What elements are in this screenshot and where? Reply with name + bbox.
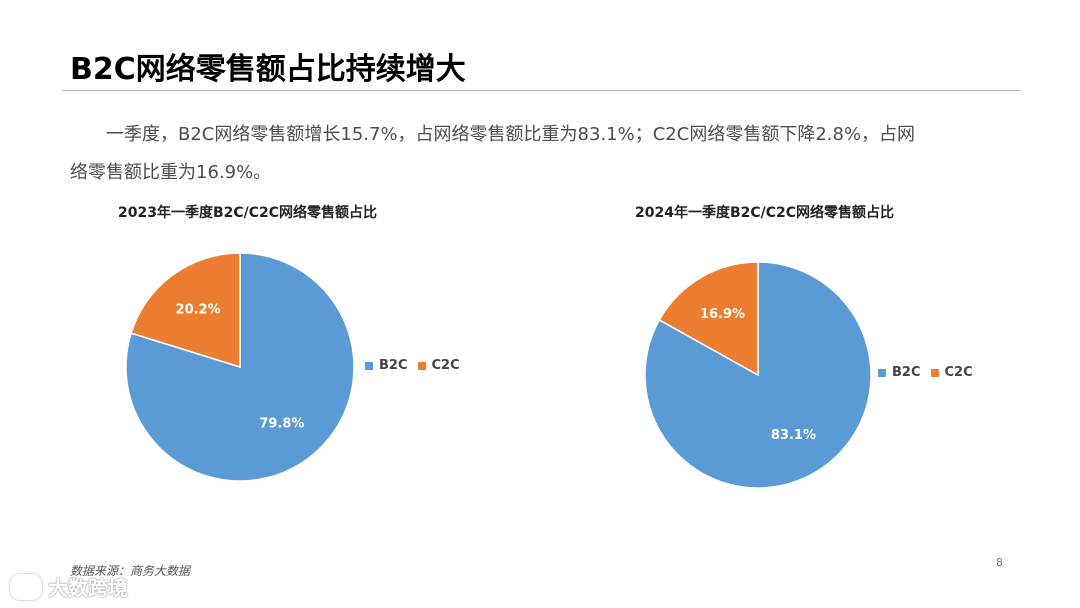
- legend-swatch-c2c: [417, 361, 426, 370]
- pie-slice-c2c: [658, 261, 759, 377]
- chart-title-2023: 2023年一季度B2C/C2C网络零售额占比: [118, 205, 378, 221]
- summary-paragraph: 一季度，B2C网络零售额增长15.7%，占网络零售额比重为83.1%；C2C网络…: [70, 116, 1030, 192]
- legend-label-b2c: B2C: [892, 365, 921, 380]
- legend-item-c2c: C2C: [417, 358, 460, 373]
- legend-label-b2c: B2C: [379, 358, 408, 373]
- legend-label-c2c: C2C: [431, 358, 460, 373]
- data-label-c2c: 20.2%: [176, 303, 221, 318]
- watermark-logo-icon: [10, 573, 42, 600]
- watermark-text: 大数跨境: [48, 576, 128, 600]
- legend-swatch-b2c: [365, 361, 373, 370]
- summary-line-2: 络零售额比重为16.9%。: [70, 162, 272, 183]
- legend-item-c2c: C2C: [930, 365, 973, 380]
- legend-label-c2c: C2C: [944, 365, 973, 380]
- data-label-c2c: 16.9%: [700, 307, 745, 322]
- data-label-b2c: 83.1%: [771, 428, 816, 443]
- legend-2023: B2C C2C: [365, 358, 460, 373]
- watermark: 大数跨境: [10, 572, 128, 601]
- legend-item-b2c: B2C: [878, 365, 921, 380]
- legend-item-b2c: B2C: [365, 358, 408, 373]
- pie-chart-2023: 79.8% 20.2%: [125, 252, 355, 482]
- pie-chart-2024: 83.1% 16.9%: [644, 261, 872, 489]
- pie-slice-b2c: [125, 252, 355, 482]
- legend-swatch-c2c: [930, 368, 939, 377]
- data-label-b2c: 79.8%: [259, 416, 304, 431]
- chart-title-2024: 2024年一季度B2C/C2C网络零售额占比: [635, 205, 895, 221]
- slide-title: B2C网络零售额占比持续增大: [70, 52, 466, 87]
- data-source-note: 数据来源：商务大数据: [70, 564, 191, 578]
- pie-slice-c2c: [130, 252, 241, 369]
- legend-2024: B2C C2C: [878, 365, 973, 380]
- summary-line-1: 一季度，B2C网络零售额增长15.7%，占网络零售额比重为83.1%；C2C网络…: [106, 124, 916, 145]
- title-divider: [62, 90, 1020, 91]
- legend-swatch-b2c: [878, 368, 886, 377]
- page-number: 8: [996, 556, 1003, 569]
